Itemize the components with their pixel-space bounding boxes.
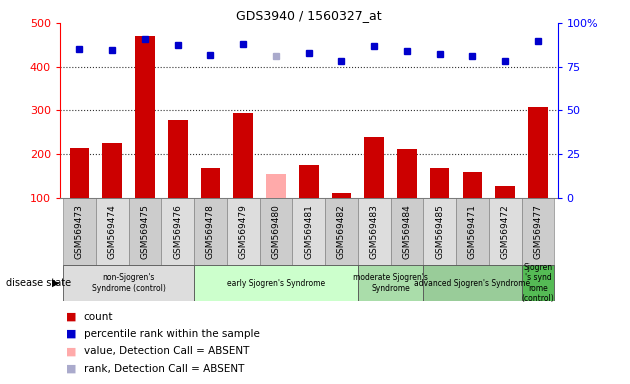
Bar — [456, 198, 489, 265]
Bar — [200, 168, 220, 242]
Bar — [292, 198, 325, 265]
Bar — [358, 265, 423, 301]
Text: GSM569471: GSM569471 — [468, 204, 477, 259]
Text: disease state: disease state — [6, 278, 71, 288]
Text: ■: ■ — [66, 329, 77, 339]
Bar — [96, 198, 129, 265]
Bar — [331, 194, 352, 242]
Text: ▶: ▶ — [52, 278, 60, 288]
Bar — [63, 265, 194, 301]
Text: rank, Detection Call = ABSENT: rank, Detection Call = ABSENT — [84, 364, 244, 374]
Bar — [194, 198, 227, 265]
Title: GDS3940 / 1560327_at: GDS3940 / 1560327_at — [236, 9, 382, 22]
Text: GSM569477: GSM569477 — [534, 204, 542, 259]
Text: GSM569480: GSM569480 — [272, 204, 280, 259]
Text: GSM569481: GSM569481 — [304, 204, 313, 259]
Bar — [299, 165, 319, 242]
Text: advanced Sjogren's Syndrome: advanced Sjogren's Syndrome — [415, 279, 530, 288]
Text: GSM569485: GSM569485 — [435, 204, 444, 259]
Text: GSM569478: GSM569478 — [206, 204, 215, 259]
Text: GSM569483: GSM569483 — [370, 204, 379, 259]
Bar — [391, 198, 423, 265]
Text: GSM569474: GSM569474 — [108, 204, 117, 259]
Bar — [462, 172, 482, 242]
Text: ■: ■ — [66, 364, 77, 374]
Bar — [522, 265, 554, 301]
Bar — [194, 265, 358, 301]
Bar — [364, 137, 384, 242]
Bar — [260, 198, 292, 265]
Bar — [161, 198, 194, 265]
Text: GSM569476: GSM569476 — [173, 204, 182, 259]
Text: GSM569482: GSM569482 — [337, 204, 346, 259]
Bar — [70, 147, 89, 242]
Bar — [103, 143, 122, 242]
Bar — [227, 198, 260, 265]
Bar — [430, 168, 449, 242]
Bar — [325, 198, 358, 265]
Bar — [135, 36, 155, 242]
Text: ■: ■ — [66, 312, 77, 322]
Text: value, Detection Call = ABSENT: value, Detection Call = ABSENT — [84, 346, 249, 356]
Text: moderate Sjogren's
Syndrome: moderate Sjogren's Syndrome — [353, 273, 428, 293]
Bar — [266, 174, 286, 242]
Bar — [63, 198, 96, 265]
Bar — [489, 198, 522, 265]
Text: ■: ■ — [66, 346, 77, 356]
Bar — [423, 265, 522, 301]
Text: non-Sjogren's
Syndrome (control): non-Sjogren's Syndrome (control) — [92, 273, 166, 293]
Bar — [522, 198, 554, 265]
Bar — [233, 113, 253, 242]
Bar — [495, 185, 515, 242]
Text: GSM569479: GSM569479 — [239, 204, 248, 259]
Text: percentile rank within the sample: percentile rank within the sample — [84, 329, 260, 339]
Text: GSM569484: GSM569484 — [403, 204, 411, 259]
Text: GSM569475: GSM569475 — [140, 204, 149, 259]
Bar — [358, 198, 391, 265]
Text: GSM569472: GSM569472 — [501, 204, 510, 259]
Text: GSM569473: GSM569473 — [75, 204, 84, 259]
Text: Sjogren
's synd
rome
(control): Sjogren 's synd rome (control) — [522, 263, 554, 303]
Text: count: count — [84, 312, 113, 322]
Bar — [423, 198, 456, 265]
Bar — [397, 149, 417, 242]
Text: early Sjogren's Syndrome: early Sjogren's Syndrome — [227, 279, 325, 288]
Bar — [129, 198, 161, 265]
Bar — [168, 120, 188, 242]
Bar — [528, 107, 547, 242]
